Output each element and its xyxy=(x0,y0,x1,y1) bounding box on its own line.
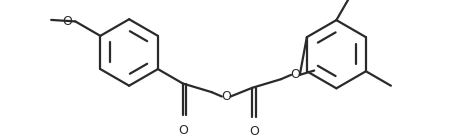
Text: O: O xyxy=(290,68,300,81)
Text: O: O xyxy=(178,124,188,137)
Text: O: O xyxy=(62,15,72,28)
Text: O: O xyxy=(221,90,231,103)
Text: O: O xyxy=(249,125,259,137)
